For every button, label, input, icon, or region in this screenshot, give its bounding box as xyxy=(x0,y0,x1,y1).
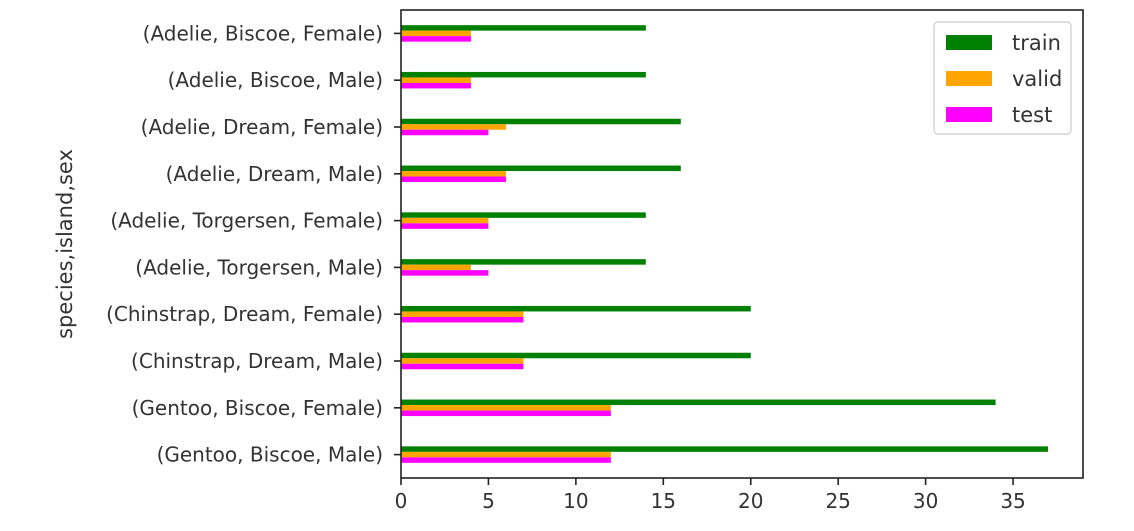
bar-valid xyxy=(401,358,524,364)
x-tick-label: 10 xyxy=(563,489,588,513)
bar-valid xyxy=(401,30,471,37)
bar-test xyxy=(401,176,506,183)
bar-valid xyxy=(401,124,506,130)
bar-valid xyxy=(401,217,489,224)
bar-train xyxy=(401,118,681,125)
x-tick-label: 25 xyxy=(825,489,850,513)
bar-test xyxy=(401,270,489,276)
legend-label-train: train xyxy=(1012,31,1061,55)
x-tick-label: 30 xyxy=(913,489,938,513)
y-tick-label: (Adelie, Biscoe, Female) xyxy=(143,21,383,45)
bar-valid xyxy=(401,264,471,271)
bar-train xyxy=(401,25,646,31)
y-tick-label: (Adelie, Dream, Female) xyxy=(141,115,383,139)
x-tick-label: 15 xyxy=(651,489,676,513)
bar-train xyxy=(401,71,646,78)
y-tick-label: (Chinstrap, Dream, Female) xyxy=(106,302,383,326)
bar-valid xyxy=(401,451,611,458)
x-axis: 0 5 10 15 20 25 30 35 xyxy=(395,478,1026,513)
legend: train valid test xyxy=(933,21,1072,135)
bar-test xyxy=(401,316,524,323)
y-tick-label: (Gentoo, Biscoe, Female) xyxy=(132,396,383,420)
bar-train xyxy=(401,446,1049,452)
bar-train xyxy=(401,165,681,172)
legend-swatch-test xyxy=(946,107,992,122)
y-axis-label: species,island,sex xyxy=(53,149,77,339)
legend-swatch-valid xyxy=(946,71,992,86)
y-tick-label: (Gentoo, Biscoe, Male) xyxy=(157,443,383,467)
x-tick-label: 5 xyxy=(482,489,495,513)
bar-train xyxy=(401,305,751,312)
bar-valid xyxy=(401,171,506,177)
bar-test xyxy=(401,410,611,417)
bar-test xyxy=(401,129,489,136)
bar-train xyxy=(401,259,646,265)
bar-test xyxy=(401,223,489,229)
bars-layer xyxy=(401,25,1049,463)
y-tick-label: (Adelie, Torgersen, Male) xyxy=(135,255,383,279)
legend-label-valid: valid xyxy=(1012,67,1062,91)
x-tick-label: 20 xyxy=(738,489,763,513)
bar-test xyxy=(401,36,471,42)
bar-valid xyxy=(401,77,471,83)
legend-swatch-train xyxy=(946,35,992,50)
y-axis: (Adelie, Biscoe, Female) (Adelie, Biscoe,… xyxy=(106,21,401,467)
plot-frame xyxy=(400,9,1084,479)
bar-valid xyxy=(401,311,524,317)
y-tick-label: (Adelie, Dream, Male) xyxy=(166,162,383,186)
bar-train xyxy=(401,212,646,218)
legend-label-test: test xyxy=(1012,103,1052,127)
bar-test xyxy=(401,82,471,89)
bar-valid xyxy=(401,405,611,411)
bar-test xyxy=(401,457,611,463)
x-tick-label: 0 xyxy=(395,489,408,513)
x-tick-label: 35 xyxy=(1000,489,1025,513)
y-tick-label: (Adelie, Biscoe, Male) xyxy=(168,68,383,92)
bar-test xyxy=(401,363,524,370)
y-tick-label: (Adelie, Torgersen, Female) xyxy=(110,209,383,233)
y-tick-label: (Chinstrap, Dream, Male) xyxy=(131,349,383,373)
bar-train xyxy=(401,352,751,359)
bar-train xyxy=(401,399,996,406)
